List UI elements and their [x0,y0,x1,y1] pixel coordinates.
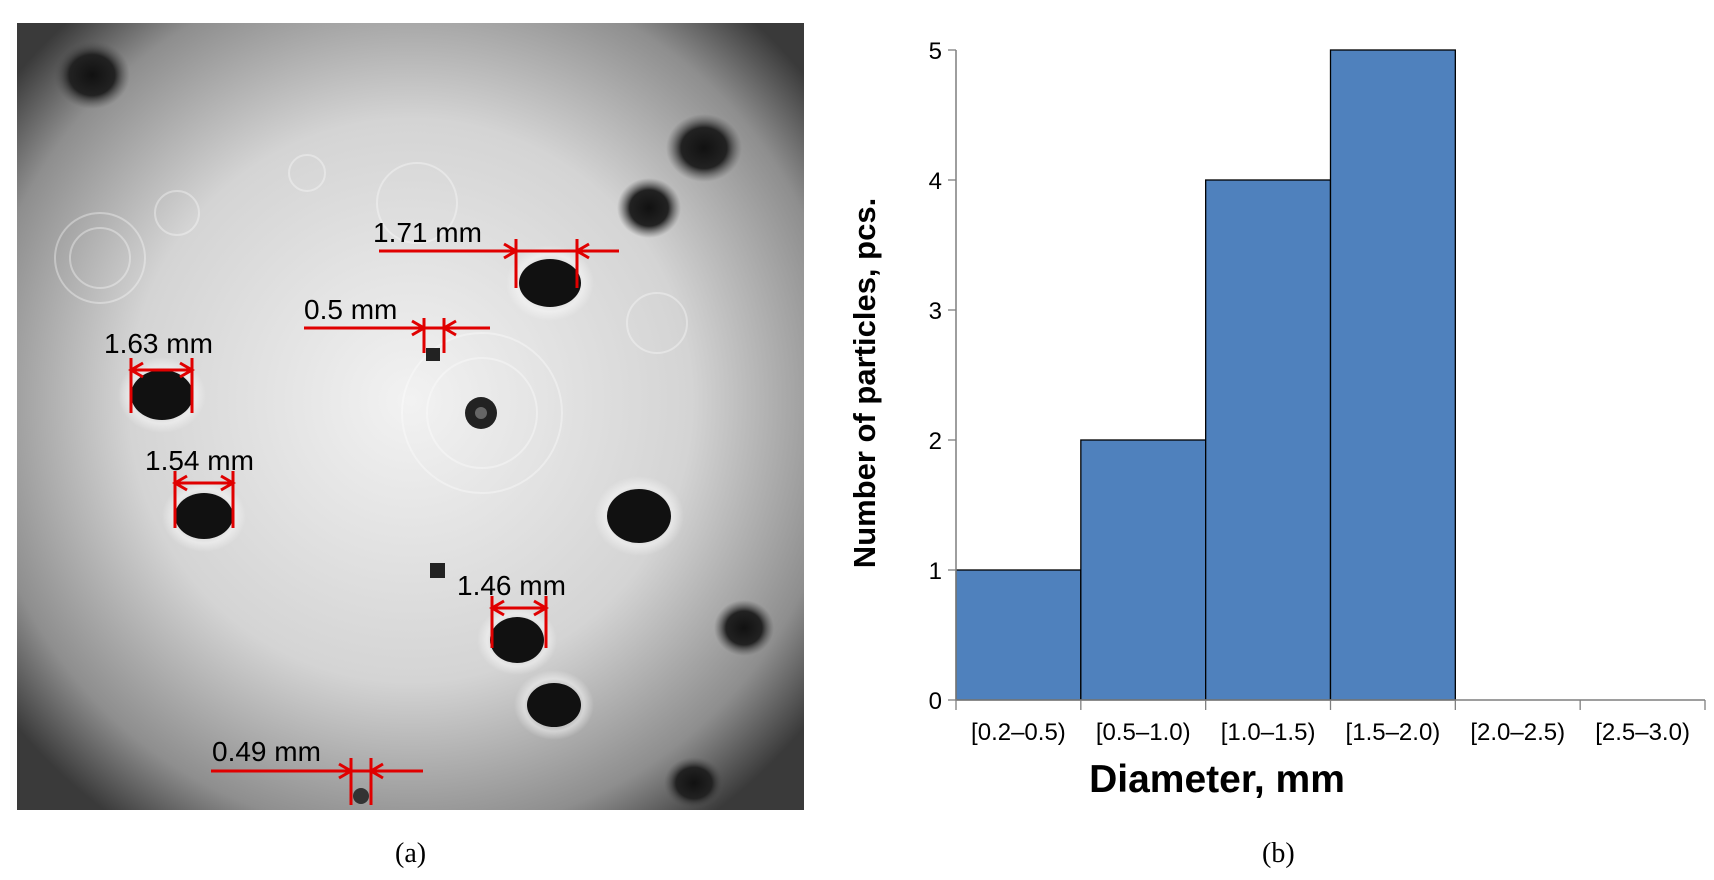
histogram-bar [955,569,1082,701]
measurement-label: 0.49 mm [212,736,321,767]
bar-group [955,49,1456,701]
y-axis-title: Number of particles, pcs. [847,198,882,568]
measurement-label: 1.46 mm [457,570,566,601]
x-tick-label: [0.2–0.5) [971,719,1066,746]
particle-image: 1.71 mm 0.5 mm 1.63 mm 1.54 mm 1.46 mm 0… [17,23,804,810]
y-tick-label: 0 [929,688,942,715]
y-tick-label: 1 [929,558,942,585]
y-tick-label: 2 [929,428,942,455]
x-axis-title: Diameter, mm [1089,758,1345,800]
measurement-label: 0.5 mm [304,294,397,325]
y-tick-label: 5 [929,38,942,65]
y-tick-label: 3 [929,298,942,325]
x-tick-label: [1.0–1.5) [1221,719,1316,746]
panel-b-caption: (b) [1262,838,1295,869]
x-tick-label: [0.5–1.0) [1096,719,1191,746]
x-tick-label: [2.5–3.0) [1595,719,1690,746]
histogram-bar [1080,439,1207,701]
y-tick-label: 4 [929,168,942,195]
histogram-bar [1329,49,1456,701]
histogram-bar [1205,179,1332,701]
tick-labels: [0.2–0.5) [0.5–1.0) [1.0–1.5) [1.5–2.0) [2.0… [929,38,1690,746]
measurement-label: 1.63 mm [104,328,213,359]
measurement-label: 1.71 mm [373,217,482,248]
diameter-histogram: [0.2–0.5) [0.5–1.0) [1.0–1.5) [1.5–2.0) [2.0… [847,38,1706,800]
x-tick-label: [2.0–2.5) [1470,719,1565,746]
measurement-label: 1.54 mm [145,445,254,476]
chart-axes [948,49,1706,710]
x-tick-label: [1.5–2.0) [1346,719,1441,746]
panel-a-caption: (a) [395,838,427,869]
